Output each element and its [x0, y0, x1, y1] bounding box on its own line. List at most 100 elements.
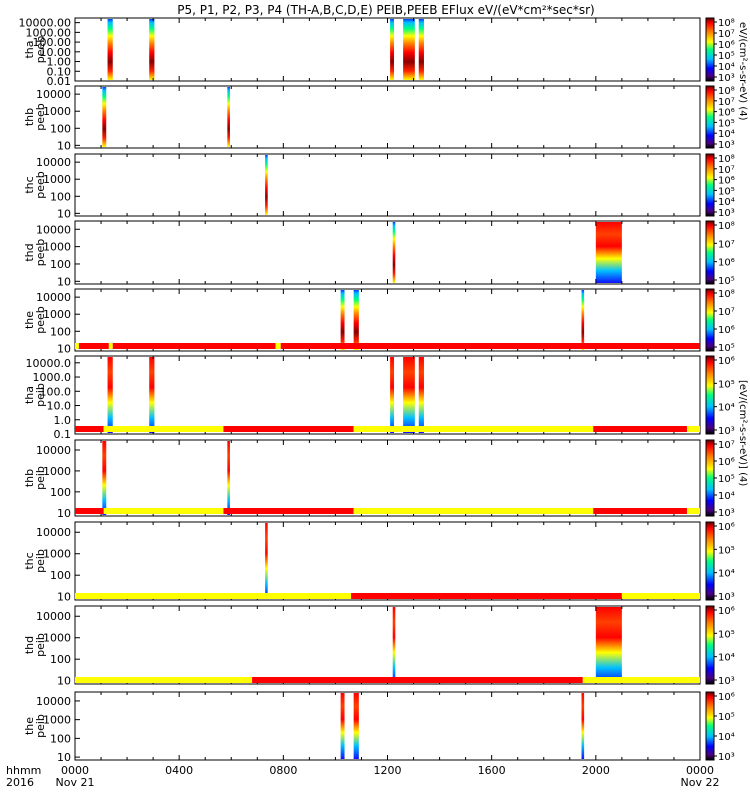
colorbar: [705, 288, 715, 352]
colorbar-tick-label: 10⁴: [718, 403, 735, 414]
y-tick-label: 10000: [36, 88, 71, 101]
panel-frame: [74, 17, 701, 82]
mode-segment: [112, 343, 276, 349]
y-tick-label: 100: [50, 122, 71, 135]
product-label: peeb: [34, 36, 47, 64]
colorbar-tick-label: 10⁴: [718, 569, 735, 580]
colorbar-tick-label: 10⁷: [718, 97, 735, 108]
data-interval: [581, 693, 585, 759]
y-tick-label: 10: [57, 591, 71, 604]
colorbar: [705, 605, 715, 685]
mode-segment: [593, 508, 687, 514]
y-tick-label: 10000: [36, 695, 71, 708]
mode-segment: [108, 343, 113, 349]
colorbar-tick-label: 10⁷: [718, 440, 735, 451]
colorbar-tick-label: 10⁷: [718, 307, 735, 318]
mode-segment: [223, 426, 354, 432]
y-tick-label: 10000: [36, 444, 71, 457]
colorbar: [705, 439, 715, 517]
data-interval: [390, 357, 395, 433]
mode-segment: [75, 426, 104, 432]
y-tick-label: 100.00: [33, 36, 72, 49]
colorbar-tick-label: 10⁶: [718, 258, 735, 269]
y-tick-label: 100: [50, 190, 71, 203]
data-interval: [107, 19, 113, 80]
colorbar-tick-label: 10⁴: [718, 197, 735, 208]
y-tick-label: 10000: [36, 610, 71, 623]
panel-frame: [74, 153, 701, 217]
mode-segment: [223, 508, 354, 514]
date-label: Nov 22: [681, 776, 720, 789]
colorbar-tick-label: 10⁶: [718, 356, 735, 367]
panel-frame: [74, 691, 701, 761]
panel-frame: [74, 355, 701, 435]
mode-segment: [353, 508, 594, 514]
colorbar-tick-label: 10⁵: [718, 474, 735, 485]
colorbar-tick-label: 10³: [718, 140, 735, 151]
y-tick-label: 100: [50, 325, 71, 338]
colorbar-tick-label: 10⁷: [718, 239, 735, 250]
colorbar-tick-label: 10⁶: [718, 457, 735, 468]
colorbar-tick-label: 10⁴: [718, 62, 735, 73]
y-tick-label: 10000: [36, 223, 71, 236]
product-label: peeb: [34, 306, 47, 334]
time-tick-label: 0000: [61, 764, 89, 777]
product-label: peib: [34, 633, 47, 657]
colorbar-tick-label: 10⁵: [718, 712, 735, 723]
product-label: peib: [34, 549, 47, 573]
y-tick-label: 0.10: [47, 65, 72, 78]
y-tick-label: 0.1: [54, 428, 72, 441]
colorbar-tick-label: 10³: [718, 208, 735, 219]
data-interval: [149, 19, 155, 80]
time-tick-label: 0400: [165, 764, 193, 777]
colorbar-tick-label: 10³: [718, 676, 735, 687]
time-tick-label: 1200: [374, 764, 402, 777]
colorbar-tick-label: 10⁶: [718, 325, 735, 336]
y-tick-label: 10: [57, 751, 71, 764]
y-tick-label: 10: [57, 207, 71, 220]
y-tick-label: 1000: [43, 714, 71, 727]
y-tick-label: 10: [57, 342, 71, 355]
data-interval: [418, 357, 424, 433]
product-label: peeb: [34, 239, 47, 267]
product-label: peib: [34, 383, 47, 407]
probe-label: thb: [23, 108, 36, 126]
mode-segment: [103, 508, 224, 514]
data-interval: [102, 87, 107, 147]
time-tick-label: 2000: [582, 764, 610, 777]
mode-segment: [75, 343, 79, 349]
mode-bar: [75, 593, 700, 599]
mode-segment: [103, 426, 224, 432]
y-tick-label: 100.0: [40, 385, 72, 398]
mode-segment: [593, 426, 687, 432]
data-interval: [265, 523, 268, 599]
colorbar-tick-label: 10⁶: [718, 522, 735, 533]
y-tick-label: 100: [50, 732, 71, 745]
y-tick-label: 100: [50, 486, 71, 499]
y-tick-label: 0.01: [47, 75, 72, 88]
data-interval: [581, 290, 585, 350]
y-tick-label: 1.0: [54, 414, 72, 427]
data-interval: [353, 290, 359, 350]
colorbar: [705, 85, 715, 149]
y-tick-label: 1000: [43, 632, 71, 645]
mode-bar: [75, 343, 700, 349]
y-tick-label: 1000: [43, 308, 71, 321]
colorbar-tick-label: 10⁸: [718, 18, 735, 29]
colorbar-tick-label: 10⁴: [718, 491, 735, 502]
y-tick-label: 1000.00: [26, 26, 72, 39]
colorbar-label-electron: eV/(cm²-s-sr-eV) (4): [737, 22, 748, 121]
axis-row2-label: 2016: [6, 776, 34, 789]
y-tick-label: 100: [50, 653, 71, 666]
colorbar-tick-label: 10⁵: [718, 629, 735, 640]
product-label: peeb: [34, 103, 47, 131]
y-tick-label: 10: [57, 507, 71, 520]
colorbar-tick-label: 10⁶: [718, 176, 735, 187]
